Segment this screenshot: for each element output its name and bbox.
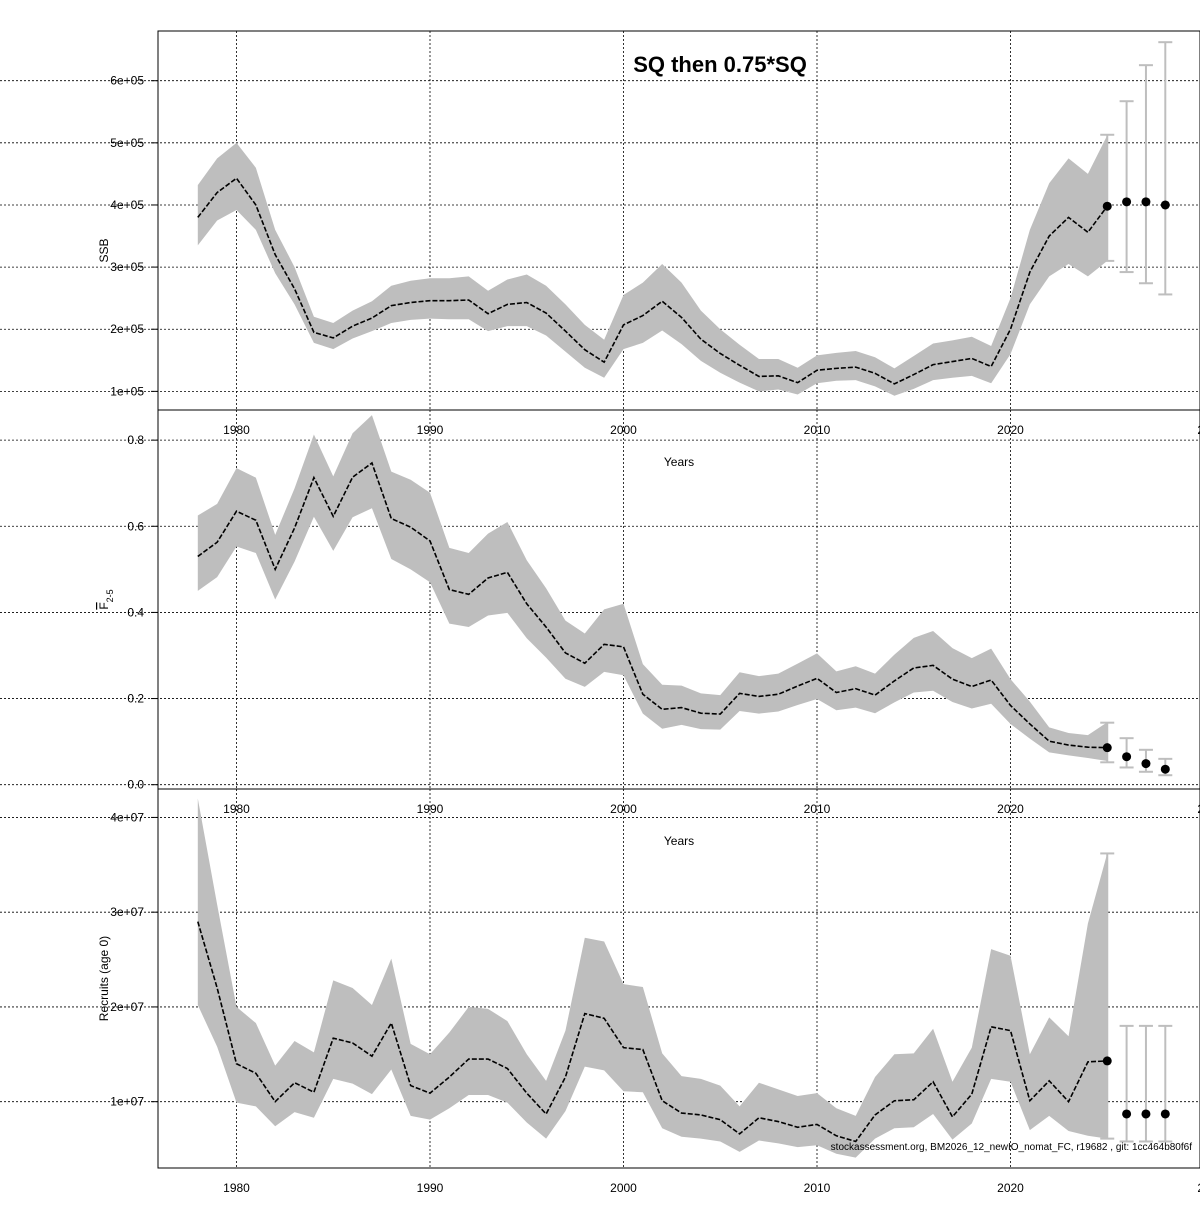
x-tick-label: 2000 bbox=[610, 1181, 637, 1195]
y-tick-label: 0.8 bbox=[127, 433, 144, 447]
rec-projection-point bbox=[1141, 1109, 1151, 1119]
footer-note: stockassessment.org, BM2026_12_newIO_nom… bbox=[831, 1142, 1193, 1153]
ssb-projection-point bbox=[1122, 197, 1132, 207]
x-tick-label: 2000 bbox=[610, 802, 637, 816]
x-tick-label: 20 bbox=[1197, 423, 1200, 437]
band-layer bbox=[197, 135, 1108, 1158]
y-tick-label: 6e+05 bbox=[110, 74, 144, 88]
x-tick-label: 1990 bbox=[417, 802, 444, 816]
ssb-estimate-line bbox=[197, 177, 1108, 385]
ssb-y-axis-label: SSB bbox=[97, 238, 111, 262]
x-tick-label: 20 bbox=[1197, 802, 1200, 816]
chart-title: SQ then 0.75*SQ bbox=[633, 52, 807, 77]
x-tick-label: 1990 bbox=[417, 423, 444, 437]
f-projection-point bbox=[1141, 759, 1151, 769]
x-tick-label: 2010 bbox=[804, 802, 831, 816]
f-x-axis-label: Years bbox=[664, 834, 694, 848]
rec-panel-frame bbox=[157, 788, 1200, 1169]
y-tick-label: 2e+05 bbox=[110, 322, 144, 336]
y-tick-label: 4e+05 bbox=[110, 198, 144, 212]
x-tick-label: 2010 bbox=[804, 423, 831, 437]
y-tick-label: 1e+07 bbox=[110, 1095, 144, 1109]
x-tick-label: 2020 bbox=[997, 1181, 1024, 1195]
f-estimate-line bbox=[197, 461, 1108, 749]
rec-projection-point bbox=[1160, 1109, 1170, 1119]
y-tick-label: 0.4 bbox=[127, 605, 144, 619]
y-tick-label: 0.6 bbox=[127, 519, 144, 533]
rec-projection-point bbox=[1122, 1109, 1132, 1119]
line-layer bbox=[197, 177, 1108, 1143]
f-confidence-band bbox=[197, 415, 1108, 762]
ssb-projection-point bbox=[1102, 201, 1112, 211]
y-tick-label: 5e+05 bbox=[110, 136, 144, 150]
y-tick-label: 3e+05 bbox=[110, 260, 144, 274]
x-tick-label: 1980 bbox=[223, 1181, 250, 1195]
y-tick-label: 3e+07 bbox=[110, 905, 144, 919]
rec-projection-point bbox=[1102, 1056, 1112, 1066]
x-tick-label: 1980 bbox=[223, 423, 250, 437]
x-tick-label: 20 bbox=[1197, 1181, 1200, 1195]
y-tick-label: 4e+07 bbox=[110, 810, 144, 824]
f-y-axis-label: F2-5 bbox=[97, 589, 115, 609]
x-tick-label: 2010 bbox=[804, 1181, 831, 1195]
rec-y-axis-label: Recruits (age 0) bbox=[97, 936, 111, 1021]
rec-estimate-line bbox=[197, 921, 1108, 1143]
x-tick-label: 1990 bbox=[417, 1181, 444, 1195]
projection-layer bbox=[1100, 41, 1173, 1143]
x-tick-label: 2020 bbox=[997, 423, 1024, 437]
ssb-confidence-band bbox=[197, 135, 1108, 396]
ssb-projection-point bbox=[1160, 200, 1170, 210]
ssb-x-axis-label: Years bbox=[664, 455, 694, 469]
rec-confidence-band bbox=[197, 798, 1108, 1158]
x-tick-label: 2000 bbox=[610, 423, 637, 437]
y-tick-label: 0.2 bbox=[127, 692, 144, 706]
f-projection-point bbox=[1160, 764, 1170, 774]
y-tick-label: 0.0 bbox=[127, 778, 144, 792]
x-tick-label: 1980 bbox=[223, 802, 250, 816]
ssb-projection-point bbox=[1141, 197, 1151, 207]
y-tick-label: 2e+07 bbox=[110, 1000, 144, 1014]
f-projection-point bbox=[1122, 752, 1132, 762]
f-projection-point bbox=[1102, 743, 1112, 753]
frame-layer bbox=[151, 30, 1200, 1169]
text-layer: SQ then 0.75*SQ stockassessment.org, BM2… bbox=[97, 52, 1200, 1195]
y-tick-label: 1e+05 bbox=[110, 384, 144, 398]
x-tick-label: 2020 bbox=[997, 802, 1024, 816]
